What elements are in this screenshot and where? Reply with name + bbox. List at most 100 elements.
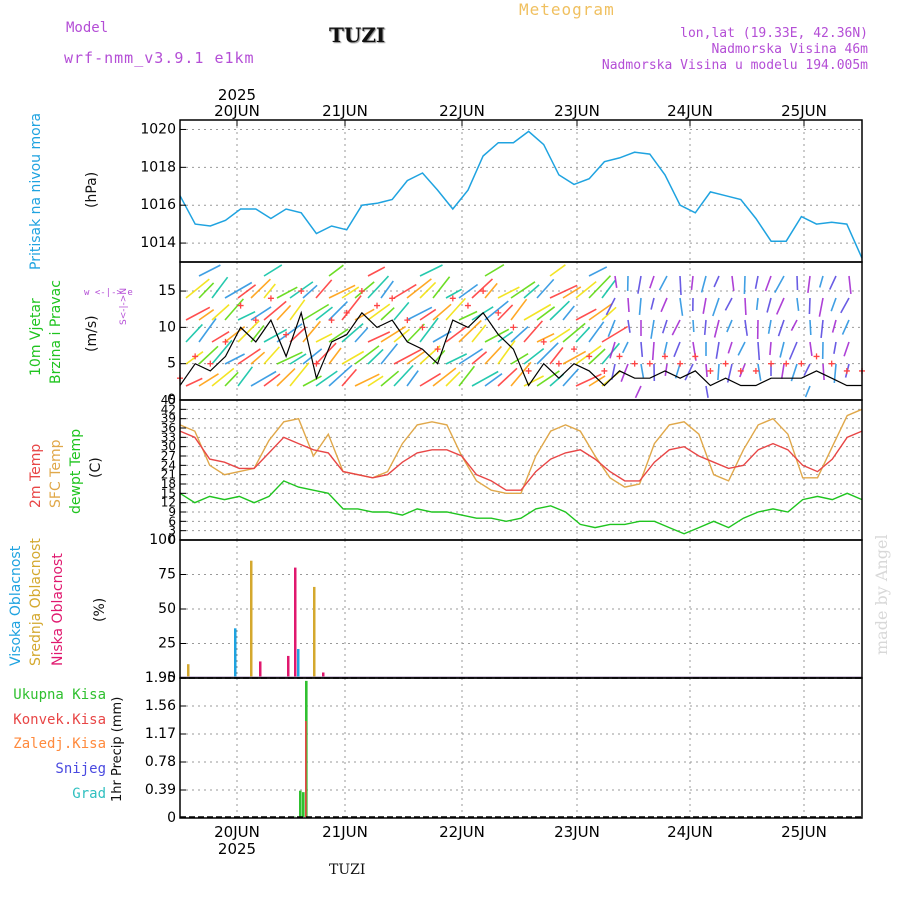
wind-arrow [536, 278, 555, 299]
temp-tick-label: 0 [168, 533, 176, 547]
wind-arrow [650, 319, 655, 339]
wind-arrow [840, 297, 850, 314]
wind-arrow [536, 370, 560, 387]
wind-arrow [484, 264, 505, 277]
wind-arrow [198, 264, 221, 277]
wind-arrow [536, 306, 556, 321]
day-label-bottom: 22JUN [439, 823, 485, 841]
wind-arrow [717, 363, 720, 381]
wind-arrow [328, 364, 353, 387]
wind-arrow [185, 351, 204, 365]
wind-gust-point [737, 367, 744, 374]
wind-arrow [198, 345, 219, 365]
wind-arrow [788, 341, 798, 360]
wind-arrow [727, 341, 733, 354]
wind-gust-point [813, 353, 820, 360]
wind-arrow [419, 372, 442, 387]
wind-arrow [497, 286, 520, 299]
wind-arrow [808, 297, 811, 315]
wind-arrow [549, 300, 570, 321]
cloud-low-bar [287, 655, 290, 677]
model-label: Model [66, 20, 109, 36]
wind-arrow [549, 328, 571, 343]
wind-arrow [588, 348, 606, 365]
wind-arrow [432, 367, 457, 387]
wind-arrow [393, 348, 422, 365]
precip-label-hail: Grad [72, 786, 106, 802]
cloud-tick-label: 0 [167, 670, 176, 686]
wind-arrow [601, 325, 629, 343]
cloud-mid-bar [250, 560, 253, 677]
temp-tick-label: 30 [161, 440, 176, 454]
wind-arrow [712, 297, 720, 317]
wind-arrow [660, 297, 668, 313]
wind-tick-label: 0 [167, 392, 176, 408]
wind-arrow [664, 363, 668, 377]
wind-arrow [471, 278, 494, 299]
wind-gust-point [434, 346, 441, 353]
wind-arrow [224, 371, 239, 387]
day-label-top: 23JUN [554, 102, 600, 120]
wind-arrow [588, 321, 605, 343]
cloud-low-bar [322, 672, 325, 677]
pressure-tick-label: 1014 [140, 235, 176, 251]
temp-tick-label: 6 [168, 514, 176, 528]
frame-pressure [179, 119, 863, 263]
wind-arrow [484, 345, 502, 365]
wind-arrow [211, 304, 230, 321]
lonlat-label: lon,lat (19.33E, 42.36N) [680, 26, 868, 41]
day-label-bottom: 20JUN [214, 823, 260, 841]
wind-arrow [831, 319, 837, 333]
wind-arrow [419, 281, 437, 299]
wind-arrow [315, 279, 333, 299]
wind-arrow [818, 297, 824, 317]
wind-gust-point [343, 309, 350, 316]
wind-arrow [289, 299, 306, 321]
wind-arrow [328, 264, 344, 277]
wind-arrow [523, 303, 552, 321]
wind-gust-point [207, 360, 214, 367]
wind-arrow [211, 331, 230, 343]
wind-arrow [780, 363, 785, 379]
wind-arrow [302, 303, 330, 321]
wind-arrow [198, 373, 219, 387]
wind-gust-point [222, 338, 229, 345]
wind-gust-point [540, 338, 547, 345]
wind-arrow [650, 297, 655, 310]
precip-label-conv: Konvek.Kisa [13, 712, 106, 728]
wind-arrow [302, 348, 323, 365]
precip-tick-label: 0 [167, 810, 176, 826]
wind-arrow [651, 341, 655, 361]
day-label-top: 21JUN [322, 102, 368, 120]
wind-arrow [510, 281, 536, 299]
temp-tick-label: 39 [161, 412, 176, 426]
temp-tick-label: 12 [161, 496, 176, 510]
day-label-bottom: 25JUN [781, 823, 827, 841]
precip-tick-label: 0.78 [145, 754, 176, 770]
cloud-tick-label: 50 [158, 601, 176, 617]
wind-arrow [536, 342, 559, 365]
model-name: wrf-nmm_v3.9.1 e1km [64, 49, 255, 67]
wind-arrow [809, 319, 812, 336]
wind-gust-point [798, 360, 805, 367]
wind-arrow [185, 278, 210, 299]
wind-arrow [510, 298, 528, 321]
panel-frames [179, 119, 863, 819]
wind-arrow [458, 310, 478, 321]
wind-arrow [484, 373, 503, 387]
wind-arrow [328, 284, 356, 299]
wind-gust-point [510, 324, 517, 331]
wind-arrow [703, 319, 707, 335]
wind-arrow [289, 362, 310, 387]
wind-arrow [549, 284, 578, 299]
wind-arrow [609, 341, 616, 359]
wind-arrow [744, 319, 748, 336]
wind-arrow [263, 283, 276, 299]
precip-tick-label: 1.56 [145, 698, 176, 714]
wind-arrow [692, 319, 695, 333]
wind-arrow [684, 363, 694, 381]
wind-arrow [822, 363, 825, 381]
wind-gust-point [752, 367, 759, 374]
wind-arrow [263, 346, 280, 365]
